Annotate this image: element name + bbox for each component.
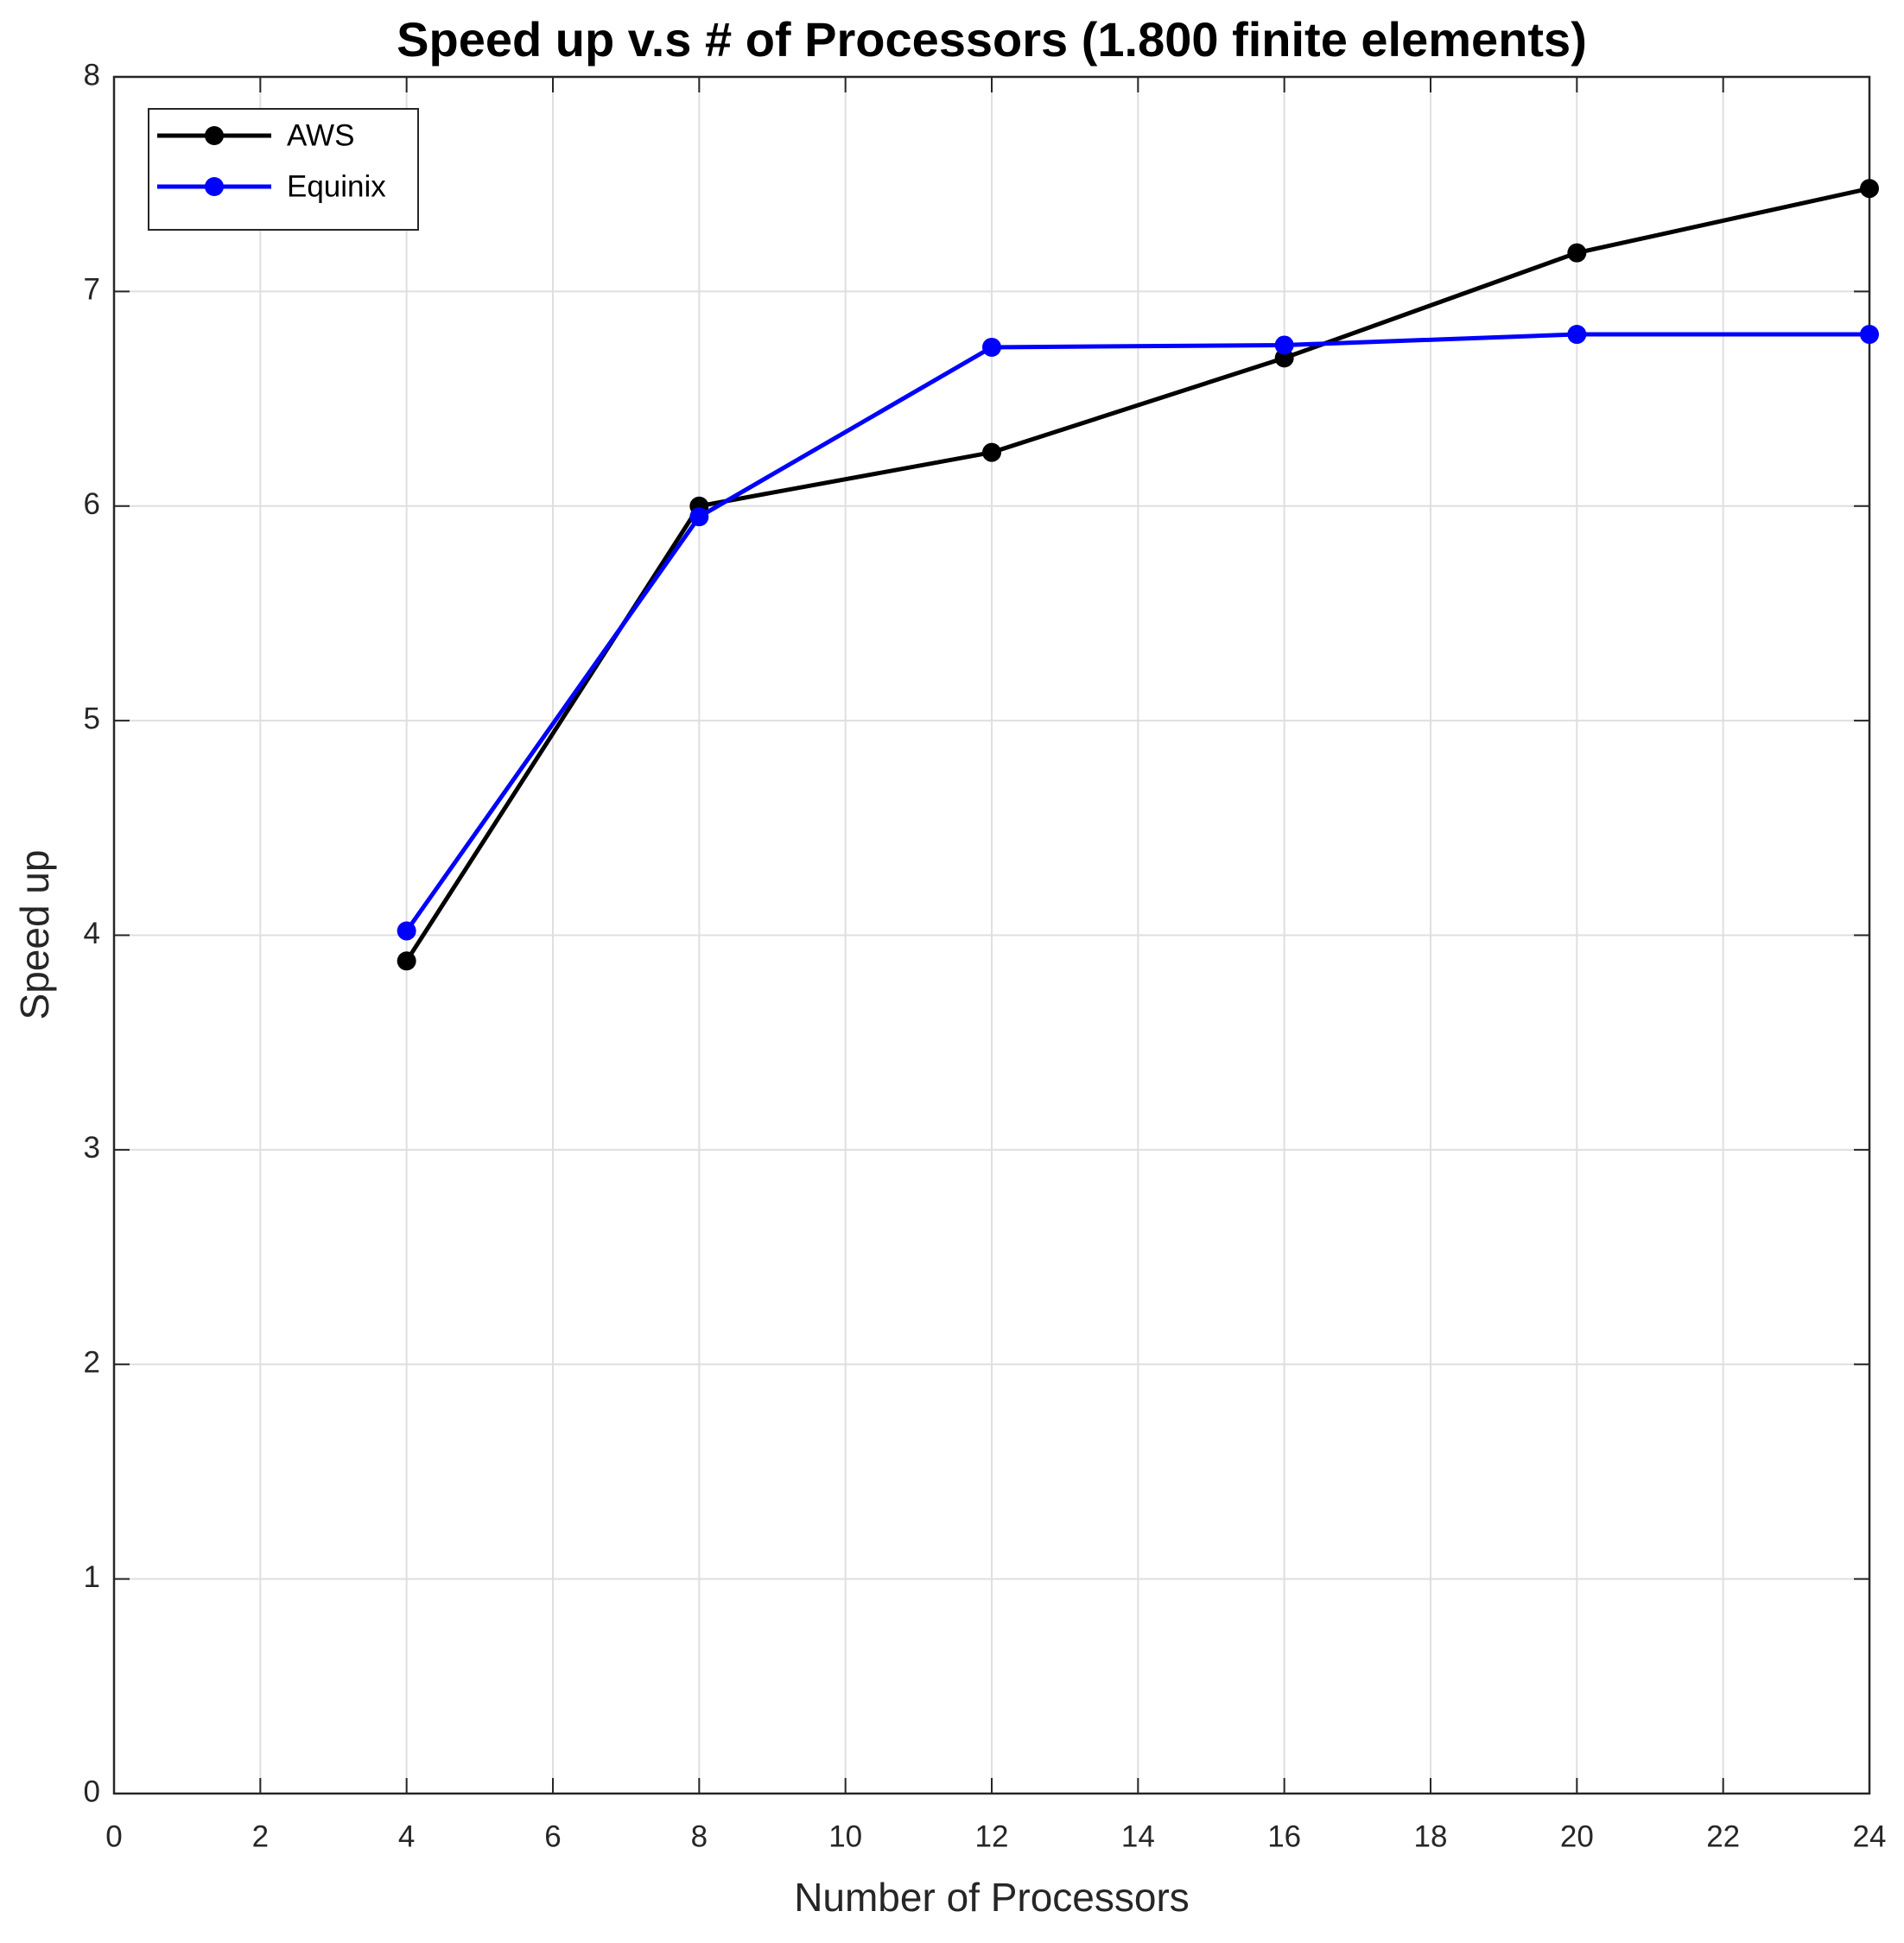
x-tick-label: 2 — [252, 1819, 269, 1853]
x-tick-label: 8 — [691, 1819, 708, 1853]
x-axis-label: Number of Processors — [794, 1875, 1190, 1920]
legend: AWS Equinix — [148, 108, 419, 231]
data-point — [1860, 325, 1879, 345]
x-tick-label: 22 — [1706, 1819, 1740, 1853]
data-point — [689, 507, 709, 527]
chart-title: Speed up v.s # of Processors (1.800 fini… — [397, 12, 1587, 67]
data-point — [1860, 179, 1879, 199]
legend-marker — [205, 177, 224, 196]
legend-box — [148, 108, 419, 231]
y-tick-label: 4 — [84, 917, 100, 950]
x-tick-label: 12 — [975, 1819, 1009, 1853]
y-tick-label: 6 — [84, 487, 100, 521]
data-point — [982, 442, 1001, 462]
x-tick-label: 18 — [1414, 1819, 1448, 1853]
x-tick-label: 4 — [398, 1819, 415, 1853]
data-point — [1567, 325, 1587, 345]
y-tick-label: 2 — [84, 1346, 100, 1380]
data-point — [1567, 243, 1587, 263]
legend-label: AWS — [287, 118, 354, 152]
series-line — [404, 186, 1870, 962]
data-point — [397, 921, 416, 941]
legend-marker — [205, 126, 224, 145]
x-tick-label: 16 — [1267, 1819, 1301, 1853]
data-point — [397, 951, 416, 971]
x-tick-label: 20 — [1560, 1819, 1594, 1853]
x-tick-label: 24 — [1853, 1819, 1887, 1853]
x-tick-label: 6 — [544, 1819, 561, 1853]
x-tick-label: 10 — [828, 1819, 862, 1853]
y-tick-label: 5 — [84, 702, 100, 735]
y-tick-label: 7 — [84, 273, 100, 307]
data-point — [982, 337, 1001, 357]
y-axis-label: Speed up — [12, 850, 57, 1020]
y-tick-label: 3 — [84, 1131, 100, 1165]
data-point — [1274, 335, 1294, 355]
y-tick-label: 0 — [84, 1775, 100, 1808]
y-tick-label: 8 — [84, 58, 100, 92]
series-line — [404, 332, 1869, 932]
axes-box — [112, 75, 1871, 1795]
legend-label: Equinix — [287, 169, 386, 203]
x-tick-label: 14 — [1121, 1819, 1155, 1853]
x-tick-label: 0 — [105, 1819, 122, 1853]
y-tick-label: 1 — [84, 1560, 100, 1594]
